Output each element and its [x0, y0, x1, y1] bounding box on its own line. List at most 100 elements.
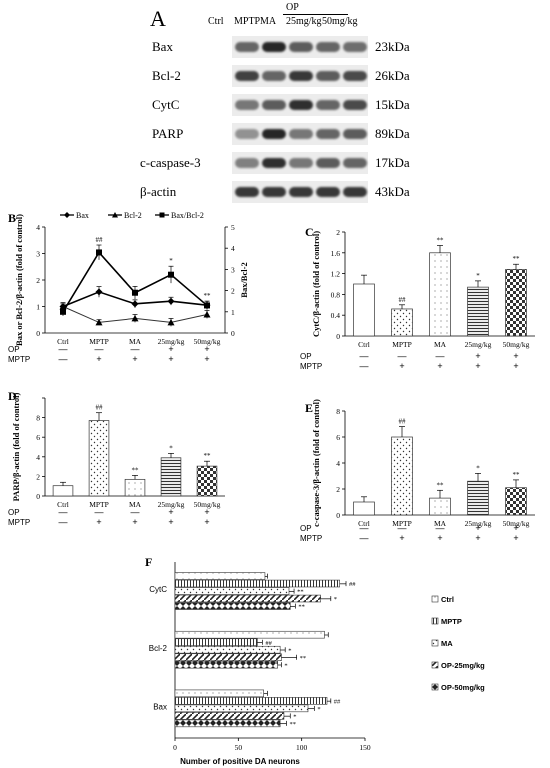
mptp-sign: +	[513, 361, 518, 371]
op-sign: +	[513, 351, 518, 361]
mptp-sign: +	[437, 533, 442, 543]
bar	[174, 579, 340, 588]
op-sign: —	[131, 344, 140, 354]
y-tick-label: 3	[36, 250, 40, 259]
point-diamond	[95, 288, 103, 296]
panel-letter: B	[8, 211, 16, 225]
blot-band	[316, 71, 340, 81]
lane-label: MA	[260, 16, 277, 27]
point-square	[204, 302, 210, 309]
x-tick-label: 25mg/kg	[465, 340, 492, 349]
blot-band	[289, 100, 313, 110]
x-tick-label: MA	[129, 337, 142, 346]
bar	[353, 283, 375, 337]
y-tick-label: 2	[36, 276, 40, 285]
mptp-sign: +	[96, 517, 101, 527]
point-square	[168, 271, 174, 278]
legend-label: Bax	[76, 211, 89, 220]
mptp-sign: —	[59, 517, 68, 527]
y-tick-label: 6	[36, 433, 40, 442]
blot-band	[316, 158, 340, 168]
bar	[174, 587, 290, 595]
op-sign: +	[204, 507, 209, 517]
panel-letter: C	[305, 225, 314, 239]
y-tick-label: 4	[36, 453, 40, 462]
mptp-sign: —	[360, 533, 369, 543]
y2-tick-label: 5	[231, 223, 235, 232]
mptp-row-label: MPTP	[300, 534, 322, 543]
blot-band	[262, 71, 286, 81]
op-sign: —	[59, 344, 68, 354]
op-sign: —	[360, 351, 369, 361]
op-sign: —	[398, 351, 407, 361]
legend-marker	[64, 212, 70, 218]
y-tick-label: 0	[336, 332, 340, 341]
y-tick-label: 8	[36, 414, 40, 423]
lane-label: Ctrl	[208, 16, 224, 27]
op-sign: —	[436, 523, 445, 533]
op-sign: +	[204, 344, 209, 354]
blot-band	[262, 158, 286, 168]
op-sign: —	[95, 507, 104, 517]
mptp-row-label: MPTP	[300, 362, 322, 371]
op-sign: —	[95, 344, 104, 354]
y2-tick-label: 1	[231, 308, 235, 317]
mptp-row-label: MPTP	[8, 355, 30, 364]
significance-mark: *	[169, 444, 173, 452]
x-tick-label: 25mg/kg	[158, 500, 185, 509]
panel-letter: D	[8, 389, 17, 403]
panel-letter: A	[150, 6, 166, 31]
point-triangle	[95, 318, 103, 326]
point-square	[132, 289, 138, 296]
significance-mark: **	[513, 255, 521, 263]
point-square	[96, 249, 102, 256]
mptp-sign: +	[168, 354, 173, 364]
op-sign: —	[398, 523, 407, 533]
x-tick-label: MA	[434, 340, 447, 349]
significance-mark: **	[298, 604, 305, 611]
blot-strip	[232, 123, 368, 145]
y-axis-label: Bax or Bcl-2/β-actin (fold of control)	[14, 214, 24, 346]
point-triangle	[203, 310, 211, 318]
significance-mark: ##	[399, 418, 407, 426]
blot-band	[316, 187, 340, 197]
category-label: Bax	[153, 702, 167, 711]
blot-band	[262, 42, 286, 52]
significance-mark: **	[437, 237, 445, 245]
significance-mark: ##	[96, 404, 104, 412]
blot-band	[235, 129, 259, 139]
bar	[174, 689, 264, 698]
blot-strip	[232, 65, 368, 87]
significance-mark: *	[169, 257, 173, 265]
op-sign: —	[131, 507, 140, 517]
x-tick-label: 50mg/kg	[194, 500, 221, 509]
y-tick-label: 2	[336, 228, 340, 237]
point-triangle	[167, 318, 175, 326]
blot-band	[289, 158, 313, 168]
bar	[196, 465, 218, 497]
significance-mark: ##	[265, 640, 272, 647]
mptp-sign: +	[475, 533, 480, 543]
mptp-sign: +	[475, 361, 480, 371]
mptp-sign: —	[59, 354, 68, 364]
op-sign: —	[436, 351, 445, 361]
blot-band	[316, 129, 340, 139]
legend-marker	[112, 212, 118, 218]
op-sign: —	[59, 507, 68, 517]
bar	[174, 638, 258, 646]
x-tick-label: 50	[235, 743, 243, 752]
x-tick-label: 0	[173, 743, 177, 752]
op-row-label: OP	[8, 508, 20, 517]
mptp-sign: +	[513, 533, 518, 543]
y-tick-label: 2	[36, 472, 40, 481]
y-axis-label: c-caspase-3/β-actin (fold of control)	[311, 399, 321, 527]
y-tick-label: 0.4	[331, 311, 341, 320]
mptp-sign: +	[132, 517, 137, 527]
mptp-sign: +	[399, 533, 404, 543]
x-axis-label: Number of positive DA neurons	[180, 757, 300, 766]
legend-label: OP-25mg/kg	[441, 661, 485, 670]
x-tick-label: MA	[434, 519, 447, 528]
significance-mark: **	[300, 655, 307, 662]
blot-band	[343, 100, 367, 110]
x-tick-label: MA	[129, 500, 142, 509]
